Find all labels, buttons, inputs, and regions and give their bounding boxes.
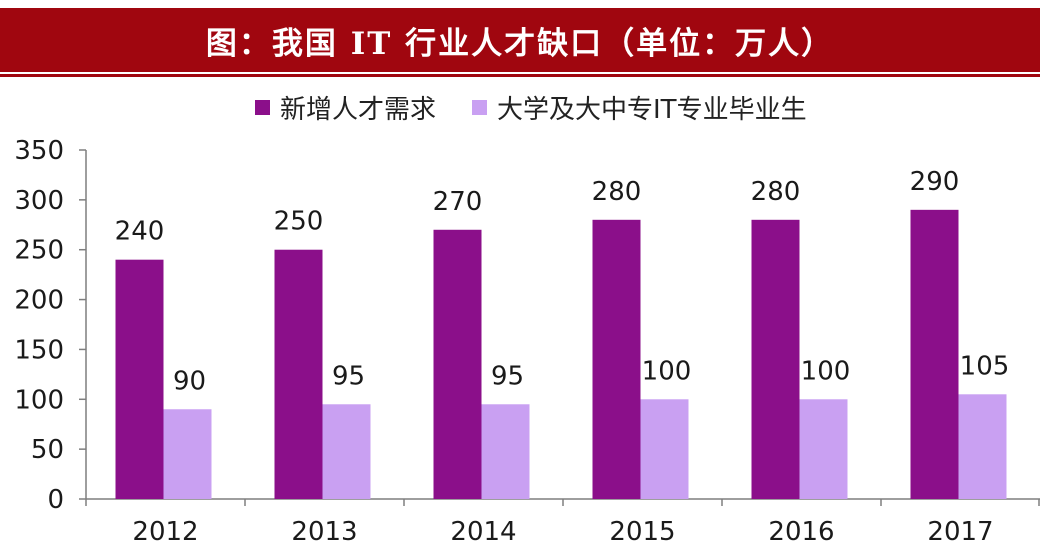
bar-graduates (322, 404, 371, 499)
y-tick-label: 0 (47, 485, 64, 515)
y-tick-label: 100 (14, 385, 64, 415)
bar-demand (115, 259, 164, 499)
bar-demand (592, 219, 641, 500)
y-tick-label: 200 (14, 286, 64, 316)
legend-swatch-demand (255, 99, 270, 115)
bar-graduates (640, 399, 689, 499)
y-tick-label: 250 (14, 236, 64, 266)
x-tick-label: 2013 (291, 517, 357, 547)
legend-item-demand: 新增人才需求 (255, 89, 436, 126)
data-label: 105 (960, 351, 1010, 381)
data-label: 290 (910, 167, 960, 197)
data-label: 100 (642, 356, 692, 386)
legend-item-graduates: 大学及大中专IT专业毕业生 (472, 89, 807, 126)
bar-graduates (799, 399, 848, 499)
data-label: 100 (801, 356, 851, 386)
data-label: 270 (433, 187, 483, 217)
bar-demand (274, 249, 323, 499)
title-underline (0, 74, 1040, 77)
chart-title: 图：我国 IT 行业人才缺口（单位：万人） (205, 25, 835, 62)
y-tick-label: 50 (31, 435, 64, 465)
bar-demand (910, 209, 959, 500)
data-label: 250 (274, 207, 324, 237)
legend: 新增人才需求 大学及大中专IT专业毕业生 (255, 88, 807, 126)
bar-demand (433, 229, 482, 499)
y-tick-label: 150 (14, 335, 64, 365)
data-label: 95 (491, 361, 524, 391)
data-label: 280 (751, 177, 801, 207)
bar-graduates (958, 394, 1007, 499)
y-tick-label: 300 (14, 186, 64, 216)
legend-swatch-graduates (472, 99, 488, 115)
bar-demand (751, 219, 800, 500)
data-label: 90 (173, 366, 206, 396)
legend-label-graduates: 大学及大中专IT专业毕业生 (497, 94, 807, 125)
data-label: 95 (332, 361, 365, 391)
bar-graduates (481, 404, 530, 499)
title-bar: 图：我国 IT 行业人才缺口（单位：万人） (0, 8, 1040, 72)
x-tick-label: 2012 (132, 517, 198, 547)
y-tick-label: 350 (14, 136, 64, 166)
x-tick-label: 2017 (927, 517, 993, 547)
bar-graduates (163, 409, 212, 499)
data-label: 280 (592, 177, 642, 207)
legend-label-demand: 新增人才需求 (280, 94, 437, 125)
data-label: 240 (115, 217, 165, 247)
x-tick-label: 2016 (768, 517, 834, 547)
x-tick-label: 2014 (450, 517, 516, 547)
x-tick-label: 2015 (609, 517, 675, 547)
